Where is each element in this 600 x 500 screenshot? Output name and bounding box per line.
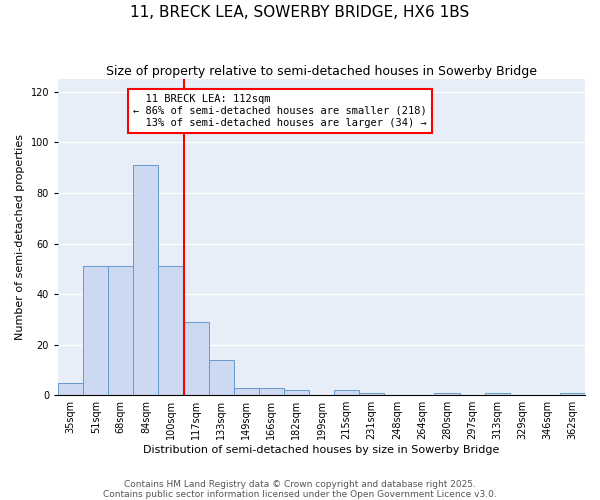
Text: Contains HM Land Registry data © Crown copyright and database right 2025.
Contai: Contains HM Land Registry data © Crown c…: [103, 480, 497, 499]
Bar: [184, 322, 209, 395]
Title: Size of property relative to semi-detached houses in Sowerby Bridge: Size of property relative to semi-detach…: [106, 65, 537, 78]
Bar: [133, 165, 158, 395]
Bar: [234, 388, 259, 395]
Text: 11 BRECK LEA: 112sqm
← 86% of semi-detached houses are smaller (218)
  13% of se: 11 BRECK LEA: 112sqm ← 86% of semi-detac…: [133, 94, 427, 128]
X-axis label: Distribution of semi-detached houses by size in Sowerby Bridge: Distribution of semi-detached houses by …: [143, 445, 500, 455]
Bar: [209, 360, 234, 395]
Bar: [83, 266, 108, 395]
Bar: [359, 392, 384, 395]
Bar: [334, 390, 359, 395]
Bar: [560, 392, 585, 395]
Bar: [284, 390, 309, 395]
Bar: [485, 392, 510, 395]
Bar: [58, 382, 83, 395]
Bar: [108, 266, 133, 395]
Bar: [434, 392, 460, 395]
Bar: [158, 266, 184, 395]
Text: 11, BRECK LEA, SOWERBY BRIDGE, HX6 1BS: 11, BRECK LEA, SOWERBY BRIDGE, HX6 1BS: [130, 5, 470, 20]
Y-axis label: Number of semi-detached properties: Number of semi-detached properties: [15, 134, 25, 340]
Bar: [259, 388, 284, 395]
